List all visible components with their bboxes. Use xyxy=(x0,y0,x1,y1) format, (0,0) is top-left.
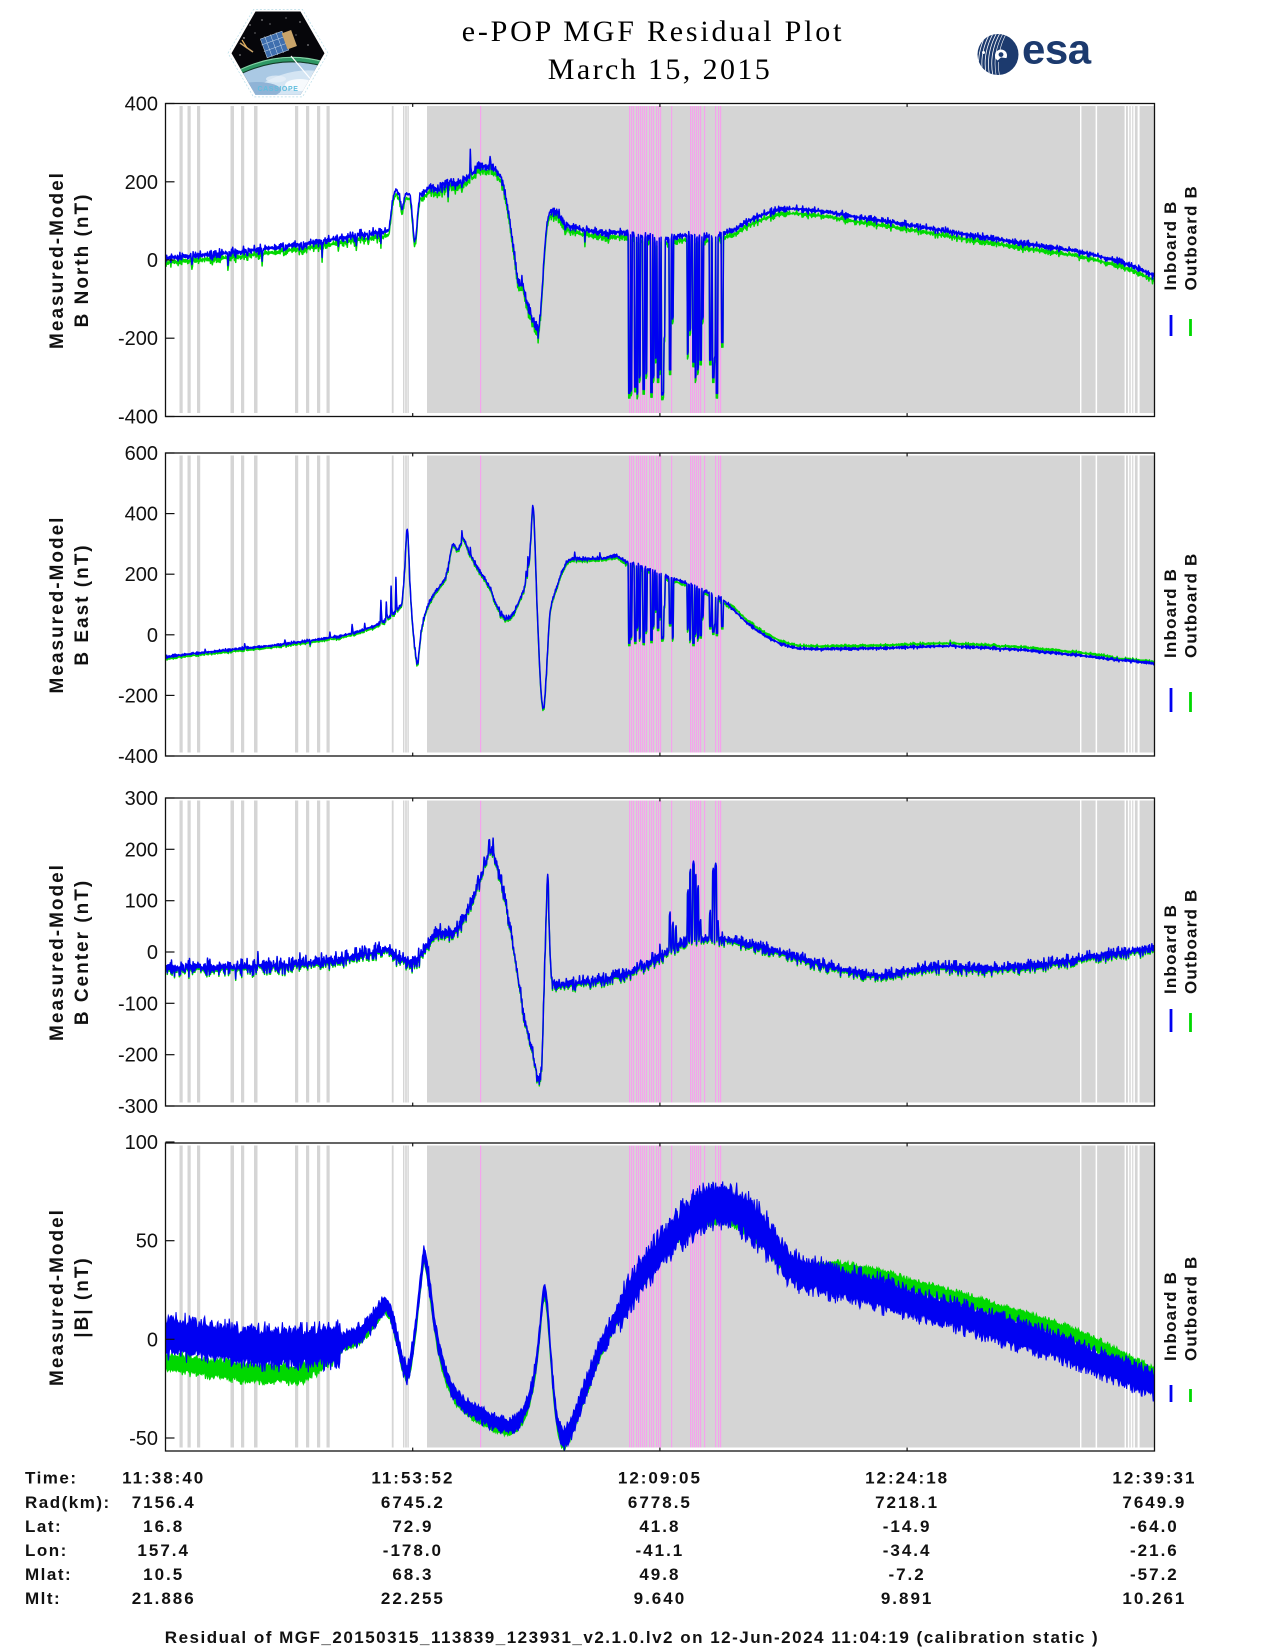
svg-text:esa: esa xyxy=(1022,26,1092,73)
svg-text:-50: -50 xyxy=(129,1428,158,1450)
svg-text:B North (nT): B North (nT) xyxy=(72,193,93,328)
svg-text:Outboard B: Outboard B xyxy=(1182,1256,1201,1362)
svg-text:100: 100 xyxy=(125,1132,158,1154)
svg-text:-200: -200 xyxy=(118,685,158,707)
svg-text:Lat:: Lat: xyxy=(25,1517,62,1536)
svg-text:Time:: Time: xyxy=(25,1469,78,1488)
svg-text:6745.2: 6745.2 xyxy=(381,1493,445,1512)
svg-text:0: 0 xyxy=(147,250,158,272)
svg-text:Inboard B: Inboard B xyxy=(1161,904,1180,994)
svg-text:B East (nT): B East (nT) xyxy=(72,543,93,665)
svg-text:600: 600 xyxy=(125,443,158,465)
svg-text:-400: -400 xyxy=(118,407,158,429)
svg-text:-14.9: -14.9 xyxy=(883,1517,932,1536)
svg-text:Mlt:: Mlt: xyxy=(25,1589,61,1608)
svg-text:-100: -100 xyxy=(118,993,158,1015)
svg-text:9.891: 9.891 xyxy=(881,1589,934,1608)
svg-text:Inboard B: Inboard B xyxy=(1161,1271,1180,1361)
svg-text:200: 200 xyxy=(125,172,158,194)
svg-text:Measured-Model: Measured-Model xyxy=(47,516,68,694)
svg-text:Measured-Model: Measured-Model xyxy=(47,171,68,349)
svg-text:22.255: 22.255 xyxy=(381,1589,445,1608)
svg-text:400: 400 xyxy=(125,504,158,526)
svg-text:Outboard B: Outboard B xyxy=(1182,185,1201,291)
svg-text:100: 100 xyxy=(125,891,158,913)
svg-text:7649.9: 7649.9 xyxy=(1122,1493,1186,1512)
svg-text:9.640: 9.640 xyxy=(634,1589,687,1608)
svg-text:March 15, 2015: March 15, 2015 xyxy=(548,53,772,86)
svg-text:-41.1: -41.1 xyxy=(636,1541,685,1560)
svg-text:-7.2: -7.2 xyxy=(888,1565,925,1584)
svg-text:-200: -200 xyxy=(118,1045,158,1067)
svg-text:Inboard B: Inboard B xyxy=(1161,568,1180,658)
svg-text:-64.0: -64.0 xyxy=(1130,1517,1179,1536)
svg-text:-57.2: -57.2 xyxy=(1130,1565,1179,1584)
svg-text:12:39:31: 12:39:31 xyxy=(1112,1469,1196,1488)
svg-text:11:38:40: 11:38:40 xyxy=(122,1469,205,1488)
svg-text:0: 0 xyxy=(147,942,158,964)
svg-text:10.261: 10.261 xyxy=(1122,1589,1186,1608)
svg-text:Rad(km):: Rad(km): xyxy=(25,1493,111,1512)
svg-text:12:24:18: 12:24:18 xyxy=(865,1469,949,1488)
svg-text:200: 200 xyxy=(125,839,158,861)
svg-text:157.4: 157.4 xyxy=(137,1541,190,1560)
svg-text:Measured-Model: Measured-Model xyxy=(47,1208,68,1386)
svg-text:Lon:: Lon: xyxy=(25,1541,68,1560)
svg-text:50: 50 xyxy=(136,1231,158,1253)
svg-text:Measured-Model: Measured-Model xyxy=(47,863,68,1041)
svg-text:|B| (nT): |B| (nT) xyxy=(72,1256,93,1338)
svg-text:-178.0: -178.0 xyxy=(383,1541,443,1560)
svg-text:-300: -300 xyxy=(118,1096,158,1118)
svg-text:CASSIOPE: CASSIOPE xyxy=(258,86,299,93)
svg-text:41.8: 41.8 xyxy=(639,1517,680,1536)
svg-text:200: 200 xyxy=(125,564,158,586)
svg-text:49.8: 49.8 xyxy=(639,1565,680,1584)
svg-text:400: 400 xyxy=(125,94,158,116)
svg-text:Outboard B: Outboard B xyxy=(1182,553,1201,659)
svg-text:0: 0 xyxy=(147,625,158,647)
svg-text:B Center (nT): B Center (nT) xyxy=(72,879,93,1025)
svg-text:-34.4: -34.4 xyxy=(883,1541,932,1560)
svg-text:-400: -400 xyxy=(118,746,158,768)
svg-text:Mlat:: Mlat: xyxy=(25,1565,72,1584)
svg-text:12:09:05: 12:09:05 xyxy=(618,1469,702,1488)
svg-text:7218.1: 7218.1 xyxy=(875,1493,939,1512)
svg-text:Residual of MGF_20150315_11383: Residual of MGF_20150315_113839_123931_v… xyxy=(165,1628,1099,1647)
svg-text:68.3: 68.3 xyxy=(392,1565,433,1584)
svg-text:7156.4: 7156.4 xyxy=(132,1493,196,1512)
svg-text:72.9: 72.9 xyxy=(392,1517,433,1536)
svg-text:-200: -200 xyxy=(118,328,158,350)
svg-text:6778.5: 6778.5 xyxy=(628,1493,692,1512)
svg-text:Outboard B: Outboard B xyxy=(1182,889,1201,995)
svg-text:16.8: 16.8 xyxy=(143,1517,184,1536)
svg-text:11:53:52: 11:53:52 xyxy=(371,1469,454,1488)
svg-text:0: 0 xyxy=(147,1329,158,1351)
svg-text:Inboard B: Inboard B xyxy=(1161,200,1180,290)
svg-text:10.5: 10.5 xyxy=(143,1565,184,1584)
svg-text:-21.6: -21.6 xyxy=(1130,1541,1179,1560)
svg-text:e-POP MGF Residual Plot: e-POP MGF Residual Plot xyxy=(462,15,845,48)
svg-text:21.886: 21.886 xyxy=(132,1589,196,1608)
svg-text:300: 300 xyxy=(125,788,158,810)
